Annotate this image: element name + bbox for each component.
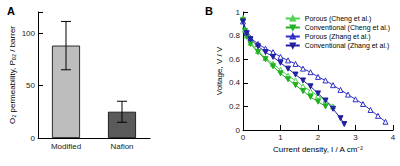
svg-text:Nafion: Nafion (110, 142, 133, 151)
svg-text:Conventional (Zhang et al.): Conventional (Zhang et al.) (305, 42, 389, 50)
svg-text:4: 4 (391, 133, 396, 142)
svg-text:Conventional (Cheng et al.): Conventional (Cheng et al.) (305, 24, 390, 32)
svg-text:Porous (Zhang et al.): Porous (Zhang et al.) (305, 33, 371, 41)
svg-text:3: 3 (353, 133, 358, 142)
svg-text:Porous (Cheng et al.): Porous (Cheng et al.) (305, 15, 372, 23)
svg-text:Voltage, V / V: Voltage, V / V (215, 46, 224, 95)
svg-text:0: 0 (235, 125, 240, 135)
svg-text:0.2: 0.2 (229, 102, 241, 111)
svg-text:0.4: 0.4 (229, 78, 241, 87)
svg-text:0.6: 0.6 (229, 55, 241, 64)
svg-text:B: B (205, 5, 213, 17)
svg-text:100: 100 (22, 29, 36, 38)
svg-text:1: 1 (236, 8, 241, 17)
svg-text:0: 0 (31, 134, 36, 143)
svg-text:A: A (7, 5, 15, 17)
svg-text:O₂ permeability, Pₒ₂ / barrer: O₂ permeability, Pₒ₂ / barrer (8, 26, 17, 124)
svg-text:0: 0 (241, 133, 246, 142)
svg-text:1: 1 (278, 133, 283, 142)
svg-text:0.8: 0.8 (229, 31, 241, 40)
svg-text:Current density, I / A cm⁻²: Current density, I / A cm⁻² (273, 145, 363, 154)
svg-text:50: 50 (26, 81, 35, 90)
svg-text:2: 2 (316, 133, 321, 142)
svg-text:Modified: Modified (51, 142, 81, 151)
